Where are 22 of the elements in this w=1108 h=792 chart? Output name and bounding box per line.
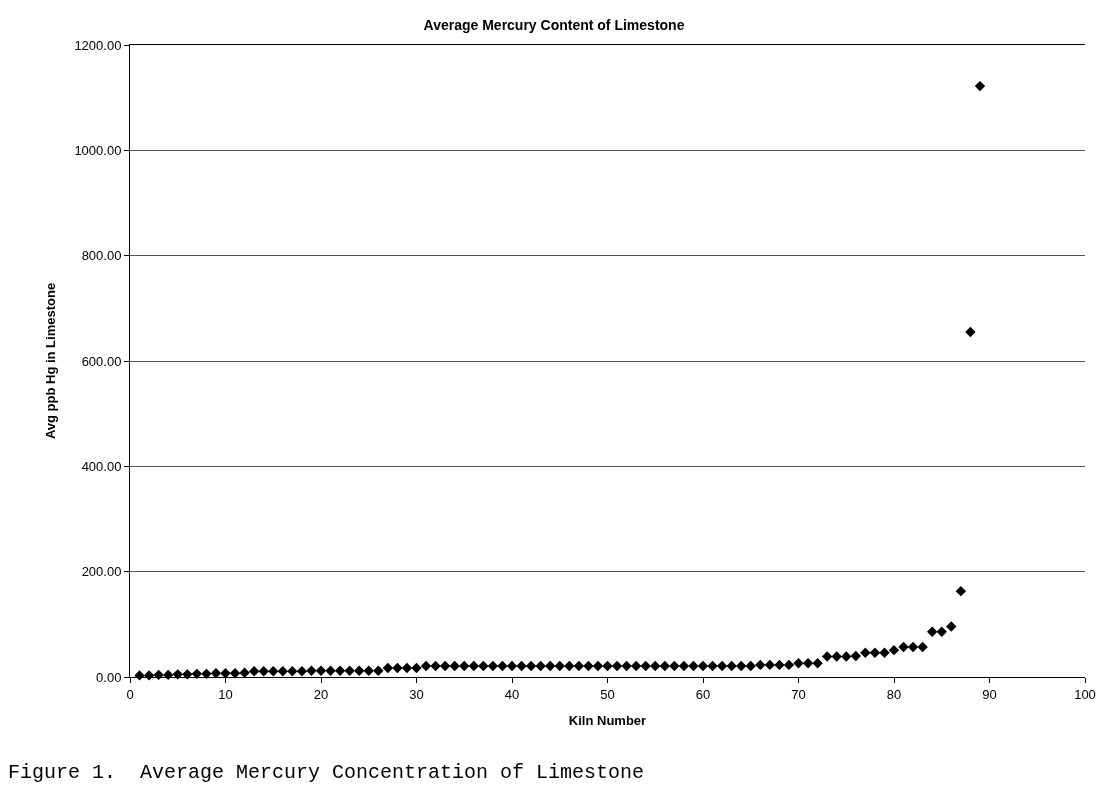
chart-title: Average Mercury Content of Limestone <box>423 16 685 33</box>
x-tick-label: 70 <box>791 686 806 702</box>
x-tick-label: 20 <box>313 686 329 702</box>
y-tick-label: 600.00 <box>81 353 122 369</box>
y-tick-label: 200.00 <box>81 564 122 580</box>
caption: Figure 1. Average Mercury Concentration of Limestone <box>8 761 645 784</box>
x-tick-label: 40 <box>504 686 520 702</box>
x-tick-label: 10 <box>218 686 233 702</box>
y-tick-label: 800.00 <box>81 248 122 264</box>
x-tick-label: 80 <box>886 686 902 702</box>
y-axis-title: Avg ppb Hg in Limestone <box>43 282 59 440</box>
x-tick-label: 0 <box>126 686 134 702</box>
y-tick-label: 1000.00 <box>74 142 122 158</box>
x-tick-label: 90 <box>982 686 997 702</box>
y-tick-label: 400.00 <box>81 458 122 474</box>
x-tick-label: 50 <box>600 686 615 702</box>
x-tick-label: 60 <box>695 686 711 702</box>
y-tick-label: 0.00 <box>96 669 122 685</box>
x-tick-label: 30 <box>409 686 424 702</box>
x-axis-title: Kiln Number <box>568 713 647 729</box>
y-tick-label: 1200.00 <box>74 37 122 53</box>
x-tick-label: 100 <box>1074 686 1096 702</box>
